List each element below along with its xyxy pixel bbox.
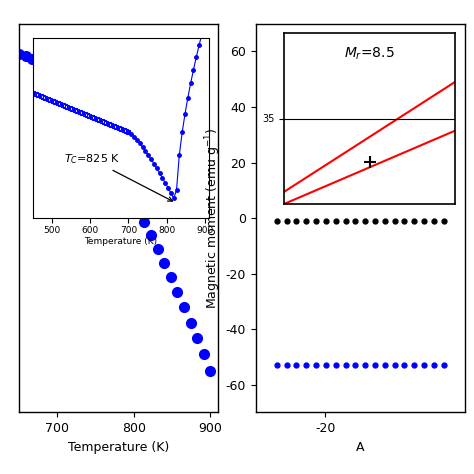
Text: $M_r$=8.5: $M_r$=8.5 (344, 45, 395, 62)
Text: $T_C$=825 K: $T_C$=825 K (64, 153, 173, 201)
X-axis label: Temperature (K): Temperature (K) (84, 237, 157, 246)
X-axis label: Temperature (K): Temperature (K) (68, 441, 169, 454)
Y-axis label: Magnetic moment (emu g$^{-1}$): Magnetic moment (emu g$^{-1}$) (203, 128, 223, 309)
X-axis label: A: A (356, 441, 365, 454)
